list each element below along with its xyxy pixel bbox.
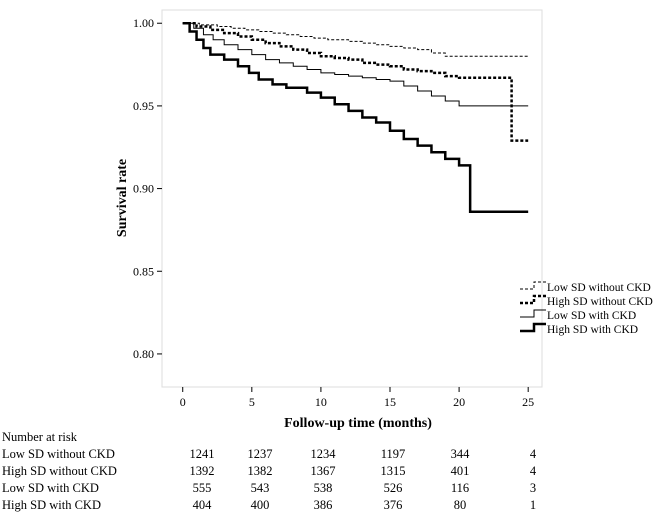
risk-cell: 538: [313, 481, 333, 495]
x-tick-label: 0: [180, 395, 186, 409]
risk-cell: 1197: [380, 447, 406, 461]
y-tick-label: 0.95: [133, 99, 154, 113]
risk-cell: 1: [529, 498, 537, 512]
legend-swatch: [520, 281, 546, 290]
series-line-1: [182, 22, 529, 57]
risk-cell: 400: [250, 498, 270, 512]
y-tick-label: 0.85: [133, 264, 154, 278]
x-tick-label: 5: [249, 395, 255, 409]
y-tick-label: 0.80: [133, 347, 154, 361]
risk-cell: 1234: [310, 447, 336, 461]
legend: Low SD without CKD High SD without CKD Low…: [520, 281, 653, 336]
risk-cell: 344: [450, 447, 470, 461]
risk-cell: 4: [529, 464, 537, 478]
y-tick-label: 1.00: [133, 16, 154, 30]
risk-row: Low SD with CKD 555 543 538 526 116 3: [0, 481, 660, 498]
risk-row-label: High SD with CKD: [2, 498, 101, 512]
x-tick-label: 15: [384, 395, 396, 409]
legend-label: Low SD without CKD: [547, 282, 651, 294]
risk-cell: 1392: [189, 464, 215, 478]
y-axis-label: Survival rate: [115, 159, 130, 237]
y-tick-label: 0.90: [133, 182, 154, 196]
risk-cell: 543: [250, 481, 270, 495]
risk-cell: 555: [192, 481, 212, 495]
legend-label: High SD with CKD: [547, 324, 638, 336]
risk-row-label: Low SD without CKD: [2, 447, 115, 461]
x-tick-label: 10: [315, 395, 327, 409]
risk-row-label: High SD without CKD: [2, 464, 117, 478]
risk-row: Low SD without CKD 1241 1237 1234 1197 344 4: [0, 447, 660, 464]
risk-cell: 1367: [310, 464, 336, 478]
risk-cell: 526: [383, 481, 403, 495]
series-line-2: [182, 21, 529, 142]
risk-cell: 386: [313, 498, 333, 512]
risk-cell: 376: [383, 498, 403, 512]
series-line-4: [182, 21, 529, 213]
risk-table-title: Number at risk: [2, 430, 77, 444]
legend-label: High SD without CKD: [547, 296, 653, 308]
axis-ticks: 0.80 0.85 0.90 0.95 1.00 0 5 10 15 20 25: [133, 16, 534, 409]
legend-swatch: [520, 309, 546, 318]
legend-label: Low SD with CKD: [547, 310, 636, 322]
survival-chart: 0.80 0.85 0.90 0.95 1.00 0 5 10 15 20 25 Survival …: [115, 9, 653, 430]
risk-cell: 80: [453, 498, 467, 512]
x-tick-label: 20: [453, 395, 465, 409]
risk-cell: 401: [450, 464, 470, 478]
risk-cell: 1382: [247, 464, 273, 478]
risk-cell: 1237: [247, 447, 273, 461]
series-lines: [182, 21, 529, 213]
risk-cell: 4: [529, 447, 537, 461]
risk-cell: 1241: [189, 447, 215, 461]
risk-cell: 3: [529, 481, 537, 495]
plot-area: [161, 9, 543, 388]
series-line-3: [182, 22, 529, 107]
risk-row-label: Low SD with CKD: [2, 481, 99, 495]
risk-row: High SD with CKD 404 400 386 376 80 1: [0, 498, 660, 515]
risk-cell: 404: [192, 498, 212, 512]
legend-swatch: [520, 322, 546, 333]
risk-cell: 116: [450, 481, 470, 495]
legend-swatch: [520, 294, 546, 305]
risk-row: High SD without CKD 1392 1382 1367 1315 401 4: [0, 464, 660, 481]
x-axis-label: Follow-up time (months): [284, 416, 432, 430]
x-tick-label: 25: [522, 395, 534, 409]
risk-cell: 1315: [380, 464, 406, 478]
